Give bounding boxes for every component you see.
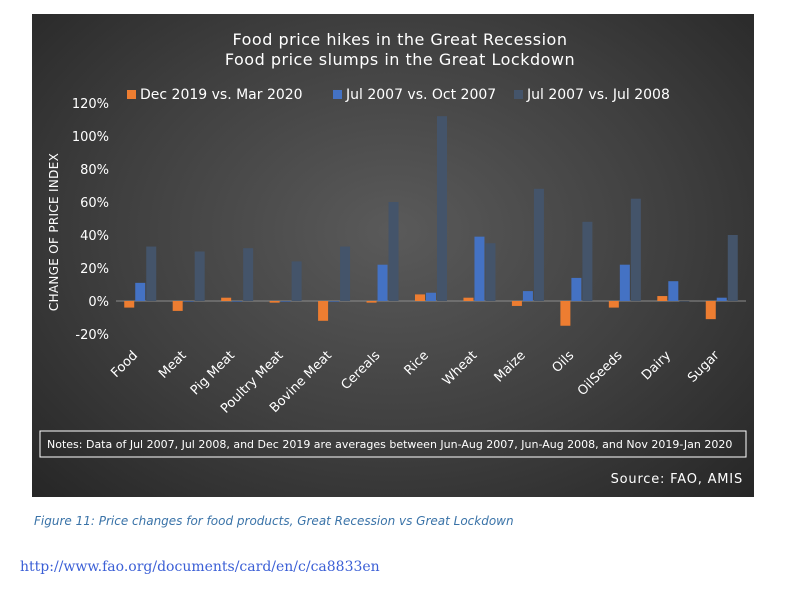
notes-text: Notes: Data of Jul 2007, Jul 2008, and D… [47,438,732,451]
y-axis-label: CHANGE OF PRICE INDEX [47,153,61,311]
y-tick-label: -20% [75,328,109,343]
x-category-label: Maize [492,348,529,385]
bar-series-3 [533,188,544,301]
bar-series-2 [668,281,679,301]
legend-swatch [514,90,523,99]
bar-series-3 [485,243,496,301]
bar-series-2 [329,301,340,302]
bar-series-2 [135,282,146,301]
chart-title-line-1: Food price hikes in the Great Recession [233,30,568,49]
bar-series-2 [571,277,582,301]
x-category-label: Pig Meat [188,348,238,398]
bar-series-2 [619,264,630,301]
bar-series-1 [415,294,425,301]
y-tick-label: 0% [88,295,109,310]
bar-series-1 [366,301,377,303]
bar-series-2 [522,291,533,301]
bar-series-3 [727,235,738,301]
bar-series-1 [124,301,135,308]
bar-series-3 [340,246,351,301]
bar-series-3 [630,198,641,301]
source-text: Source: FAO, AMIS [611,472,743,487]
x-category-label: Food [108,348,141,381]
bar-series-1 [221,297,232,301]
bar-series-3 [291,261,302,301]
bar-series-3 [243,248,254,301]
x-category-label: Sugar [685,348,723,386]
source-url-link[interactable]: http://www.fao.org/documents/card/en/c/c… [20,559,380,575]
bar-series-1 [511,301,522,306]
bar-series-1 [608,301,619,308]
bar-series-1 [705,301,716,320]
bar-series-3 [437,116,447,301]
chart-legend: Dec 2019 vs. Mar 2020 Jul 2007 vs. Oct 20… [127,87,670,103]
chart-svg: Food price hikes in the Great Recession … [39,30,747,487]
chart-panel: Food price hikes in the Great Recession … [32,14,754,497]
bar-series-1 [172,301,183,311]
legend-label: Dec 2019 vs. Mar 2020 [140,87,303,103]
bar-series-2 [280,301,291,302]
x-category-label: Wheat [440,348,480,388]
bar-series-1 [269,301,280,303]
bar-series-2 [377,264,388,301]
bar-series-2 [232,301,243,302]
bar-series-2 [716,297,727,301]
bar-series-3 [388,202,399,301]
x-category-label: Meat [156,348,189,381]
legend-swatch [127,90,136,99]
y-tick-label: 120% [72,97,109,112]
bar-series-3 [194,251,205,301]
y-tick-label: 40% [80,229,109,244]
bar-series-2 [183,301,194,302]
bar-series-1 [560,301,571,326]
bar-series-2 [426,292,436,301]
bar-series-3 [146,246,157,301]
legend-swatch [333,90,342,99]
bar-series-3 [679,301,690,302]
bar-series-1 [318,301,329,321]
legend-label: Jul 2007 vs. Oct 2007 [345,87,496,103]
x-category-label: Rice [402,348,432,378]
bar-series-1 [657,296,668,301]
y-tick-label: 60% [80,196,109,211]
chart-title-line-2: Food price slumps in the Great Lockdown [225,50,575,69]
figure-caption: Figure 11: Price changes for food produc… [34,514,514,528]
y-tick-label: 100% [72,130,109,145]
x-category-label: Cereals [338,348,383,393]
y-tick-label: 80% [80,163,109,178]
bar-series-2 [474,236,485,301]
bar-series-1 [463,297,474,301]
y-tick-label: 20% [80,262,109,277]
x-category-label: Dairy [639,348,674,383]
x-category-label: OilSeeds [575,348,626,399]
legend-label: Jul 2007 vs. Jul 2008 [526,87,670,103]
notes-box [39,430,747,458]
bar-series-3 [582,221,593,301]
x-category-label: Oils [549,348,577,376]
bars-group [124,116,738,326]
